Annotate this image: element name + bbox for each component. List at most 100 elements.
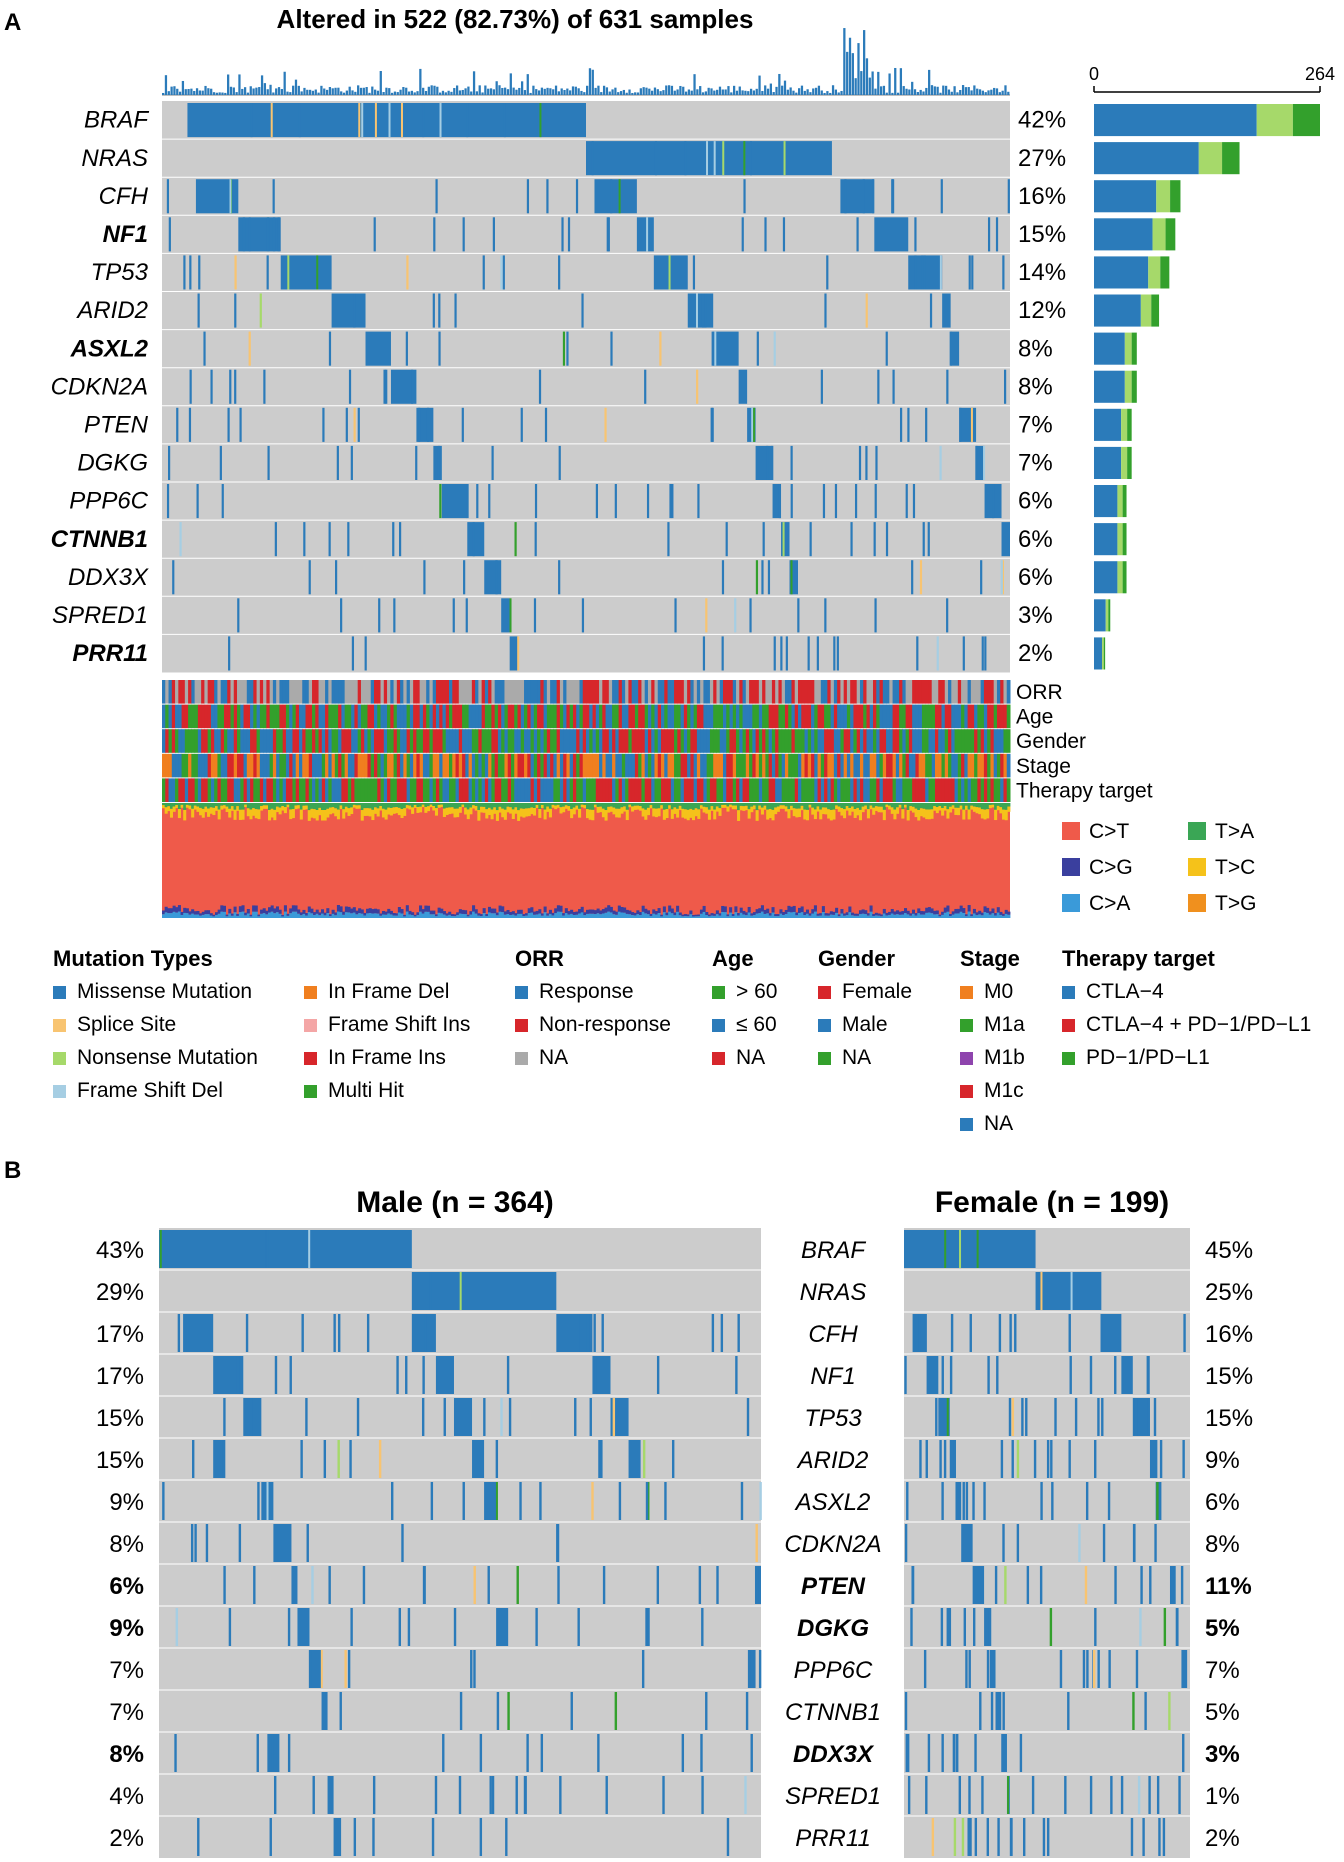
- titv-ca: [546, 915, 550, 918]
- titv-ca: [620, 912, 624, 918]
- tmb-bar: [218, 92, 221, 95]
- titv-ca: [699, 913, 703, 918]
- titv-cg: [1002, 913, 1006, 916]
- mutation-tick: [1142, 1818, 1145, 1856]
- annotation-cell: [905, 778, 910, 802]
- annotation-cell: [298, 729, 303, 753]
- annotation-cell: [755, 778, 760, 802]
- annotation-cell: [351, 729, 355, 753]
- annotation-cell: [442, 680, 447, 704]
- annotation-cell: [390, 704, 395, 729]
- titv-tc: [904, 804, 908, 808]
- titv-cg: [906, 910, 910, 915]
- titv-cg: [506, 909, 510, 914]
- annotation-cell: [983, 729, 988, 753]
- titv-tc: [445, 807, 449, 816]
- annotation-cell: [791, 729, 796, 753]
- annotation-cell: [876, 680, 881, 704]
- annotation-cell: [912, 680, 916, 704]
- tmb-bar: [928, 69, 931, 95]
- annotation-cell: [961, 778, 965, 802]
- annotation-cell: [295, 704, 300, 729]
- annotation-cell: [422, 704, 427, 729]
- titv-cg: [450, 914, 454, 917]
- annotation-cell: [191, 680, 196, 704]
- titv-tc: [207, 808, 211, 817]
- annotation-cell: [599, 753, 603, 778]
- annotation-cell: [977, 753, 982, 778]
- male-percent-ctnnb1: 7%: [109, 1699, 144, 1726]
- annotation-cell: [873, 704, 877, 729]
- tmb-bar: [357, 85, 360, 95]
- annotation-cell: [700, 704, 704, 729]
- tmb-bar: [506, 89, 510, 95]
- annotation-cell: [282, 729, 287, 753]
- titv-ta: [991, 803, 995, 805]
- annotation-cell: [817, 753, 822, 778]
- mutation-tick: [328, 522, 331, 557]
- titv-ca: [784, 913, 788, 918]
- titv-tc: [434, 808, 438, 816]
- mutation-tick: [692, 255, 696, 290]
- annotation-cell: [165, 778, 170, 802]
- titv-cg: [204, 910, 208, 915]
- annotation-cell: [680, 680, 685, 704]
- titv-ca: [519, 913, 523, 918]
- side-bar-nonsense: [1102, 637, 1104, 670]
- titv-ca: [994, 915, 998, 918]
- titv-cg: [763, 909, 767, 914]
- annotation-cell: [586, 680, 590, 704]
- legend-item: ≤ 60: [736, 1013, 777, 1036]
- annotation-cell: [178, 704, 183, 729]
- titv-cg: [363, 912, 367, 916]
- tmb-bar: [325, 89, 329, 95]
- mutation-tick: [398, 1608, 402, 1646]
- titv-ta: [503, 803, 507, 810]
- annotation-cell: [514, 729, 519, 753]
- titv-tc: [191, 808, 195, 818]
- titv-ta: [837, 803, 841, 807]
- mutation-tick: [221, 484, 224, 519]
- titv-cg: [644, 908, 648, 914]
- annotation-cell: [634, 729, 639, 753]
- mutation-tick: [495, 1440, 499, 1478]
- annotation-cell: [941, 704, 946, 729]
- titv-ca: [559, 911, 563, 918]
- titv-tc: [405, 805, 409, 809]
- tmb-bar: [602, 85, 606, 95]
- titv-ta: [964, 803, 968, 806]
- titv-ta: [779, 803, 783, 806]
- titv-tc: [575, 805, 579, 810]
- titv-ta: [811, 803, 815, 808]
- mutation-tick: [1068, 1440, 1071, 1478]
- mutation-tick: [190, 1524, 194, 1562]
- annotation-cell: [360, 729, 365, 753]
- mutation-tick: [523, 1776, 527, 1814]
- annotation-cell: [214, 778, 218, 802]
- annotation-cell: [569, 680, 574, 704]
- titv-ta: [572, 803, 576, 808]
- annotation-cell: [696, 778, 701, 802]
- annotation-cell: [256, 680, 261, 704]
- annotation-cell: [657, 778, 662, 802]
- mutation-tick: [1130, 1818, 1134, 1856]
- mutation-tick: [1011, 1398, 1015, 1436]
- mutation-tick: [228, 1608, 232, 1646]
- annotation-cell: [833, 778, 838, 802]
- mutation-tick: [466, 484, 469, 519]
- titv-cg: [774, 914, 778, 917]
- tmb-bar: [224, 92, 227, 95]
- annotation-cell: [768, 753, 773, 778]
- side-bar-missense: [1094, 104, 1257, 137]
- mutation-block: [984, 1608, 990, 1646]
- annotation-cell: [719, 778, 724, 802]
- titv-cg: [721, 905, 725, 912]
- mutation-tick: [610, 179, 613, 214]
- annotation-cell: [892, 753, 897, 778]
- titv-cg: [294, 905, 298, 912]
- titv-ta: [745, 803, 749, 806]
- annotation-cell: [677, 704, 682, 729]
- titv-cg: [289, 908, 293, 914]
- titv-ta: [880, 803, 884, 807]
- annotation-cell: [494, 729, 499, 753]
